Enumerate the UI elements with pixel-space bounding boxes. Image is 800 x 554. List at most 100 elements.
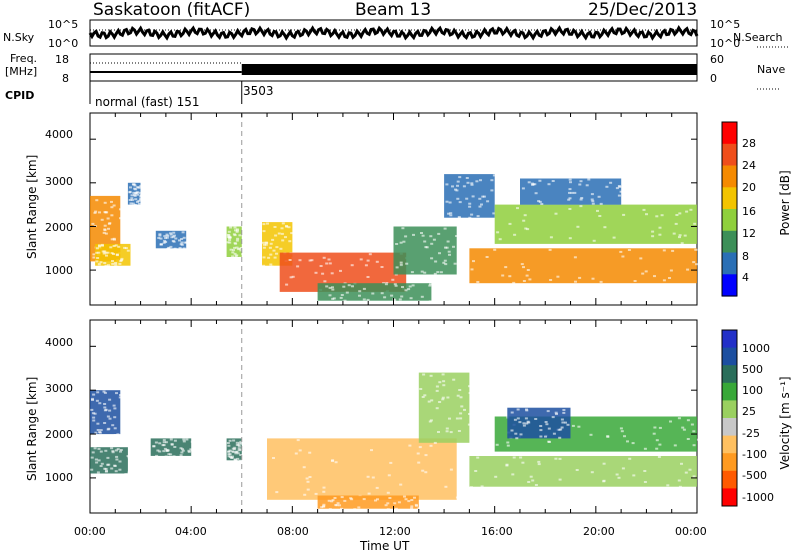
velocity-speckle [441, 398, 445, 401]
power-speckle [274, 234, 278, 237]
power-speckle [579, 198, 583, 201]
velocity-speckle [237, 449, 241, 452]
velocity-colorbar-cell [722, 453, 737, 472]
power-speckle [592, 239, 596, 242]
power-speckle [262, 256, 266, 259]
velocity-speckle [333, 497, 337, 499]
power-speckle [617, 194, 621, 197]
velocity-speckle [559, 428, 563, 431]
velocity-speckle [643, 481, 647, 483]
power-speckle [573, 256, 577, 259]
power-speckle [180, 243, 184, 246]
power-speckle [570, 191, 574, 194]
power-speckle [110, 238, 114, 241]
velocity-speckle [90, 456, 94, 459]
power-speckle [402, 240, 406, 243]
power-speckle [362, 287, 366, 290]
velocity-speckle [232, 439, 236, 442]
power-speckle [129, 202, 133, 205]
power-speckle [523, 214, 527, 217]
velocity-speckle [522, 424, 526, 427]
power-speckle [178, 239, 181, 242]
velocity-speckle [124, 473, 128, 476]
velocity-speckle [91, 399, 94, 401]
power-speckle [164, 241, 168, 243]
xtick: 12:00 [379, 525, 411, 538]
power-speckle [269, 253, 273, 256]
velocity-speckle [226, 442, 230, 444]
power-speckle [390, 294, 394, 297]
velocity-speckle [308, 476, 312, 478]
power-speckle [345, 291, 349, 294]
velocity-speckle [655, 439, 659, 442]
power-ytick: 3000 [45, 175, 73, 188]
velocity-speckle [560, 418, 564, 421]
velocity-speckle [104, 470, 108, 473]
power-ytick: 1000 [45, 264, 73, 277]
velocity-speckle [558, 478, 562, 481]
power-speckle [401, 286, 404, 288]
power-speckle [551, 180, 555, 182]
velocity-speckle [306, 488, 310, 491]
power-speckle [454, 188, 457, 191]
velocity-speckle [428, 420, 432, 423]
power-speckle [331, 297, 335, 300]
velocity-speckle [328, 508, 332, 511]
power-speckle [520, 263, 524, 266]
power-speckle [97, 263, 101, 266]
power-speckle [289, 276, 293, 279]
power-speckle [693, 222, 697, 225]
power-speckle [371, 292, 375, 295]
velocity-speckle [99, 429, 103, 432]
velocity-speckle [181, 448, 184, 451]
xtick: 08:00 [277, 525, 309, 538]
power-speckle [234, 229, 237, 232]
power-speckle [100, 243, 104, 246]
power-speckle [236, 229, 239, 232]
power-speckle [110, 206, 114, 209]
power-speckle [332, 297, 336, 300]
power-speckle [119, 217, 122, 220]
velocity-speckle [418, 446, 422, 449]
power-colorbar-frame [721, 121, 738, 297]
velocity-speckle [696, 438, 700, 441]
velocity-speckle [97, 459, 101, 462]
power-speckle [99, 261, 103, 264]
velocity-speckle [116, 448, 120, 451]
power-speckle [522, 280, 526, 282]
power-speckle [512, 281, 516, 284]
velocity-speckle [91, 451, 95, 454]
power-speckle [97, 251, 101, 254]
power-speckle [423, 240, 427, 243]
power-speckle [275, 246, 279, 249]
power-speckle [662, 279, 666, 282]
power-speckle [408, 285, 412, 288]
power-speckle [680, 242, 684, 245]
power-speckle [368, 253, 372, 256]
power-speckle [380, 292, 384, 295]
velocity-speckle [303, 493, 307, 496]
power-region [393, 226, 457, 275]
power-speckle [134, 192, 138, 195]
power-speckle [233, 246, 237, 249]
power-speckle [587, 178, 591, 181]
velocity-speckle [410, 505, 414, 508]
power-speckle [325, 262, 329, 265]
power-speckle [678, 236, 681, 239]
power-speckle [580, 197, 584, 199]
velocity-speckle [367, 492, 371, 495]
power-speckle [590, 193, 594, 196]
velocity-speckle [91, 412, 95, 415]
power-speckle [128, 191, 132, 194]
velocity-speckle [590, 471, 594, 474]
freq-tick-high: 18 [55, 53, 69, 66]
velocity-speckle [393, 502, 397, 505]
velocity-speckle [322, 505, 326, 508]
velocity-speckle [666, 484, 670, 487]
velocity-speckle [518, 421, 522, 424]
velocity-speckle [519, 456, 523, 459]
power-speckle [526, 228, 530, 231]
velocity-speckle [429, 444, 433, 447]
power-speckle [137, 202, 141, 205]
power-speckle [342, 285, 346, 288]
